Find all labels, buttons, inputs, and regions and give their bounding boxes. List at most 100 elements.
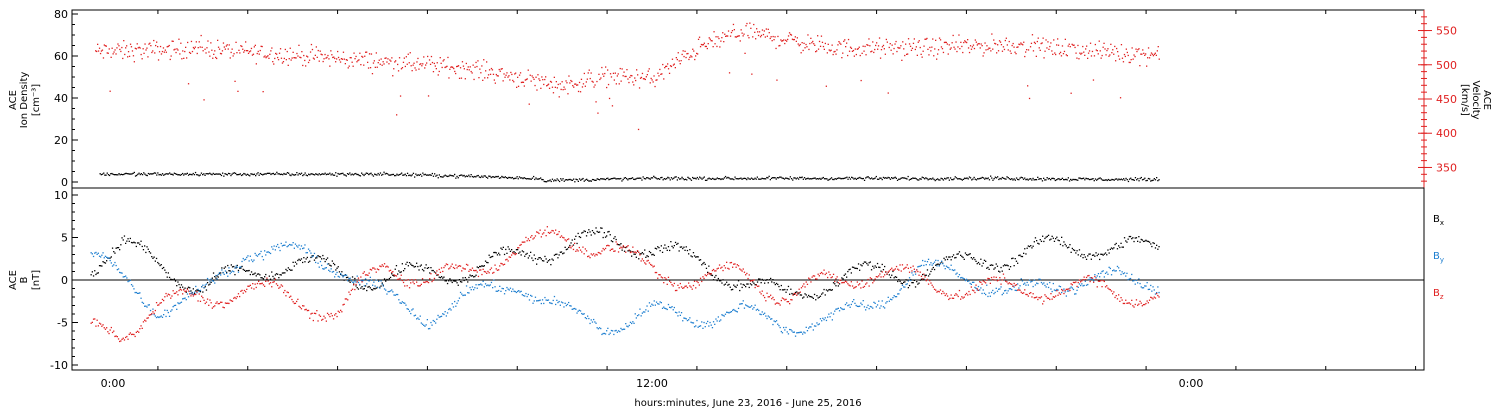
velocity-point [770, 36, 772, 38]
b-bz-point [729, 262, 731, 264]
b-bz-point [1032, 293, 1034, 295]
density-point [887, 176, 889, 179]
b-bz-point [692, 284, 695, 287]
b-bz-point [413, 283, 415, 285]
b-by-point [533, 300, 535, 302]
b-bz-point [712, 268, 715, 271]
b-bx-point [672, 247, 674, 249]
density-point [470, 174, 472, 176]
b-bx-point [221, 267, 223, 269]
b-by-point [648, 302, 651, 304]
b-bx-point [894, 276, 896, 278]
velocity-point [235, 41, 237, 43]
b-bx-point [336, 267, 338, 269]
b-by-point [774, 321, 776, 323]
b-bz-point [214, 305, 216, 307]
b-bx-point [138, 242, 140, 244]
b-by-point [885, 302, 887, 304]
velocity-point [964, 40, 966, 42]
b-by-point [445, 315, 447, 317]
b-by-point [962, 277, 964, 279]
b-by-point [938, 265, 940, 267]
b-bx-point [1013, 265, 1015, 267]
b-by-point [958, 274, 961, 276]
velocity-point [294, 57, 296, 59]
density-point [1000, 178, 1002, 180]
density-point [878, 178, 880, 180]
velocity-point [304, 59, 306, 62]
b-by-point [221, 269, 223, 271]
b-by-point [96, 253, 98, 255]
b-bz-point [648, 262, 651, 264]
velocity-point [344, 63, 346, 65]
velocity-point [726, 35, 728, 37]
velocity-point [299, 56, 301, 58]
b-bx-point [598, 231, 601, 233]
b-bx-point [905, 279, 907, 281]
velocity-point [680, 60, 682, 62]
density-point [487, 177, 489, 179]
velocity-point [867, 44, 869, 46]
b-bz-point [154, 309, 156, 312]
b-by-point [817, 324, 819, 326]
density-point [421, 175, 423, 177]
density-point [276, 171, 278, 173]
density-point [358, 174, 360, 177]
b-bz-point [101, 325, 103, 327]
b-by-point [931, 264, 933, 266]
b-by-point [431, 324, 433, 326]
velocity-point [445, 66, 447, 68]
b-by-point [1113, 269, 1115, 271]
b-bx-point [1146, 240, 1148, 242]
density-point [220, 174, 223, 177]
velocity-point [310, 43, 313, 46]
b-by-point [245, 258, 247, 260]
velocity-point [623, 71, 625, 73]
b-bx-point [481, 265, 483, 267]
b-bx-point [617, 244, 620, 246]
b-by-point [1042, 283, 1044, 285]
b-bz-point [634, 251, 636, 253]
b-by-point [756, 308, 759, 310]
velocity-point [190, 40, 193, 43]
b-by-point [334, 276, 336, 278]
b-by-point [572, 308, 575, 310]
b-bx-point [1120, 242, 1122, 244]
b-bx-point [992, 264, 994, 266]
b-bz-point [1006, 281, 1008, 283]
b-by-point [348, 278, 350, 280]
b-bz-point [842, 281, 844, 284]
velocity-point [974, 39, 976, 41]
velocity-point [520, 81, 523, 84]
velocity-point [663, 78, 665, 80]
b-bz-point [1140, 302, 1142, 304]
velocity-point [158, 51, 161, 53]
velocity-point [117, 43, 119, 45]
b-bx-point [597, 231, 599, 233]
b-bz-point [549, 232, 551, 234]
b-bx-point [140, 240, 142, 242]
b-bx-point [517, 249, 519, 251]
velocity-point [257, 50, 259, 53]
b-by-point [1001, 294, 1003, 296]
b-bx-point [553, 254, 556, 256]
b-by-point [1037, 282, 1039, 285]
velocity-point [369, 67, 372, 69]
b-bx-point [130, 241, 133, 244]
density-point [1093, 180, 1095, 182]
velocity-point [405, 56, 407, 58]
b-by-point [117, 268, 120, 270]
b-bx-point [1024, 248, 1026, 250]
velocity-point [915, 46, 917, 48]
b-bx-point [800, 294, 803, 296]
velocity-point [688, 58, 690, 61]
b-bx-point [932, 266, 934, 269]
b-bx-point [919, 279, 921, 281]
density-point [335, 172, 337, 174]
b-bz-point [591, 254, 594, 256]
b-bz-point [389, 269, 392, 271]
b-bx-point [721, 282, 723, 284]
velocity-point [911, 47, 914, 49]
density-point [942, 179, 945, 181]
b-bz-point [502, 264, 504, 266]
